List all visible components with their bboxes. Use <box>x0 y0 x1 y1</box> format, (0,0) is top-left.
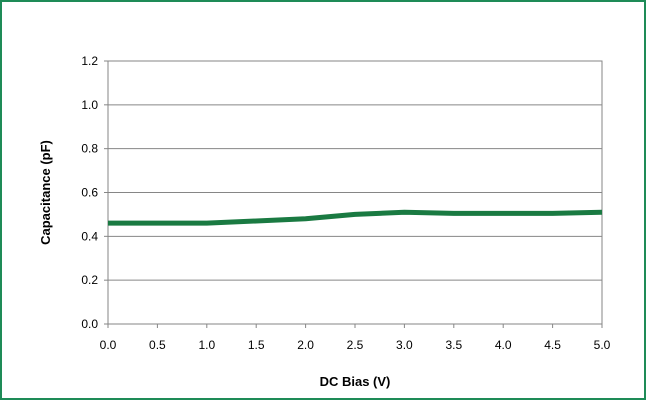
y-axis-title: Capacitance (pF) <box>38 140 53 245</box>
grid-lines <box>108 105 602 280</box>
y-tick-label: 1.0 <box>81 98 98 112</box>
x-tick-label: 5.0 <box>594 338 611 352</box>
x-tick-label: 1.5 <box>248 338 265 352</box>
y-tick-label: 0.4 <box>81 229 98 243</box>
y-tick-label: 0.8 <box>81 142 98 156</box>
y-tick-labels: 0.0 0.2 0.4 0.6 0.8 1.0 1.2 <box>81 54 98 331</box>
x-tick-label: 1.0 <box>198 338 215 352</box>
x-tick-label: 4.0 <box>495 338 512 352</box>
x-tick-label: 0.0 <box>100 338 117 352</box>
series-line <box>108 212 602 223</box>
y-tick-label: 1.2 <box>81 54 98 68</box>
x-tick-label: 0.5 <box>149 338 166 352</box>
series-layer <box>108 212 602 223</box>
y-tick-label: 0.6 <box>81 186 98 200</box>
x-tick-label: 4.5 <box>544 338 561 352</box>
x-tick-label: 2.5 <box>347 338 364 352</box>
x-axis-title: DC Bias (V) <box>320 374 391 389</box>
x-tick-label: 3.5 <box>445 338 462 352</box>
axes <box>104 61 602 328</box>
y-tick-label: 0.2 <box>81 273 98 287</box>
x-tick-label: 2.0 <box>297 338 314 352</box>
x-tick-labels: 0.0 0.5 1.0 1.5 2.0 2.5 3.0 3.5 4.0 4.5 5.0 <box>100 338 611 352</box>
x-tick-label: 3.0 <box>396 338 413 352</box>
y-tick-label: 0.0 <box>81 317 98 331</box>
